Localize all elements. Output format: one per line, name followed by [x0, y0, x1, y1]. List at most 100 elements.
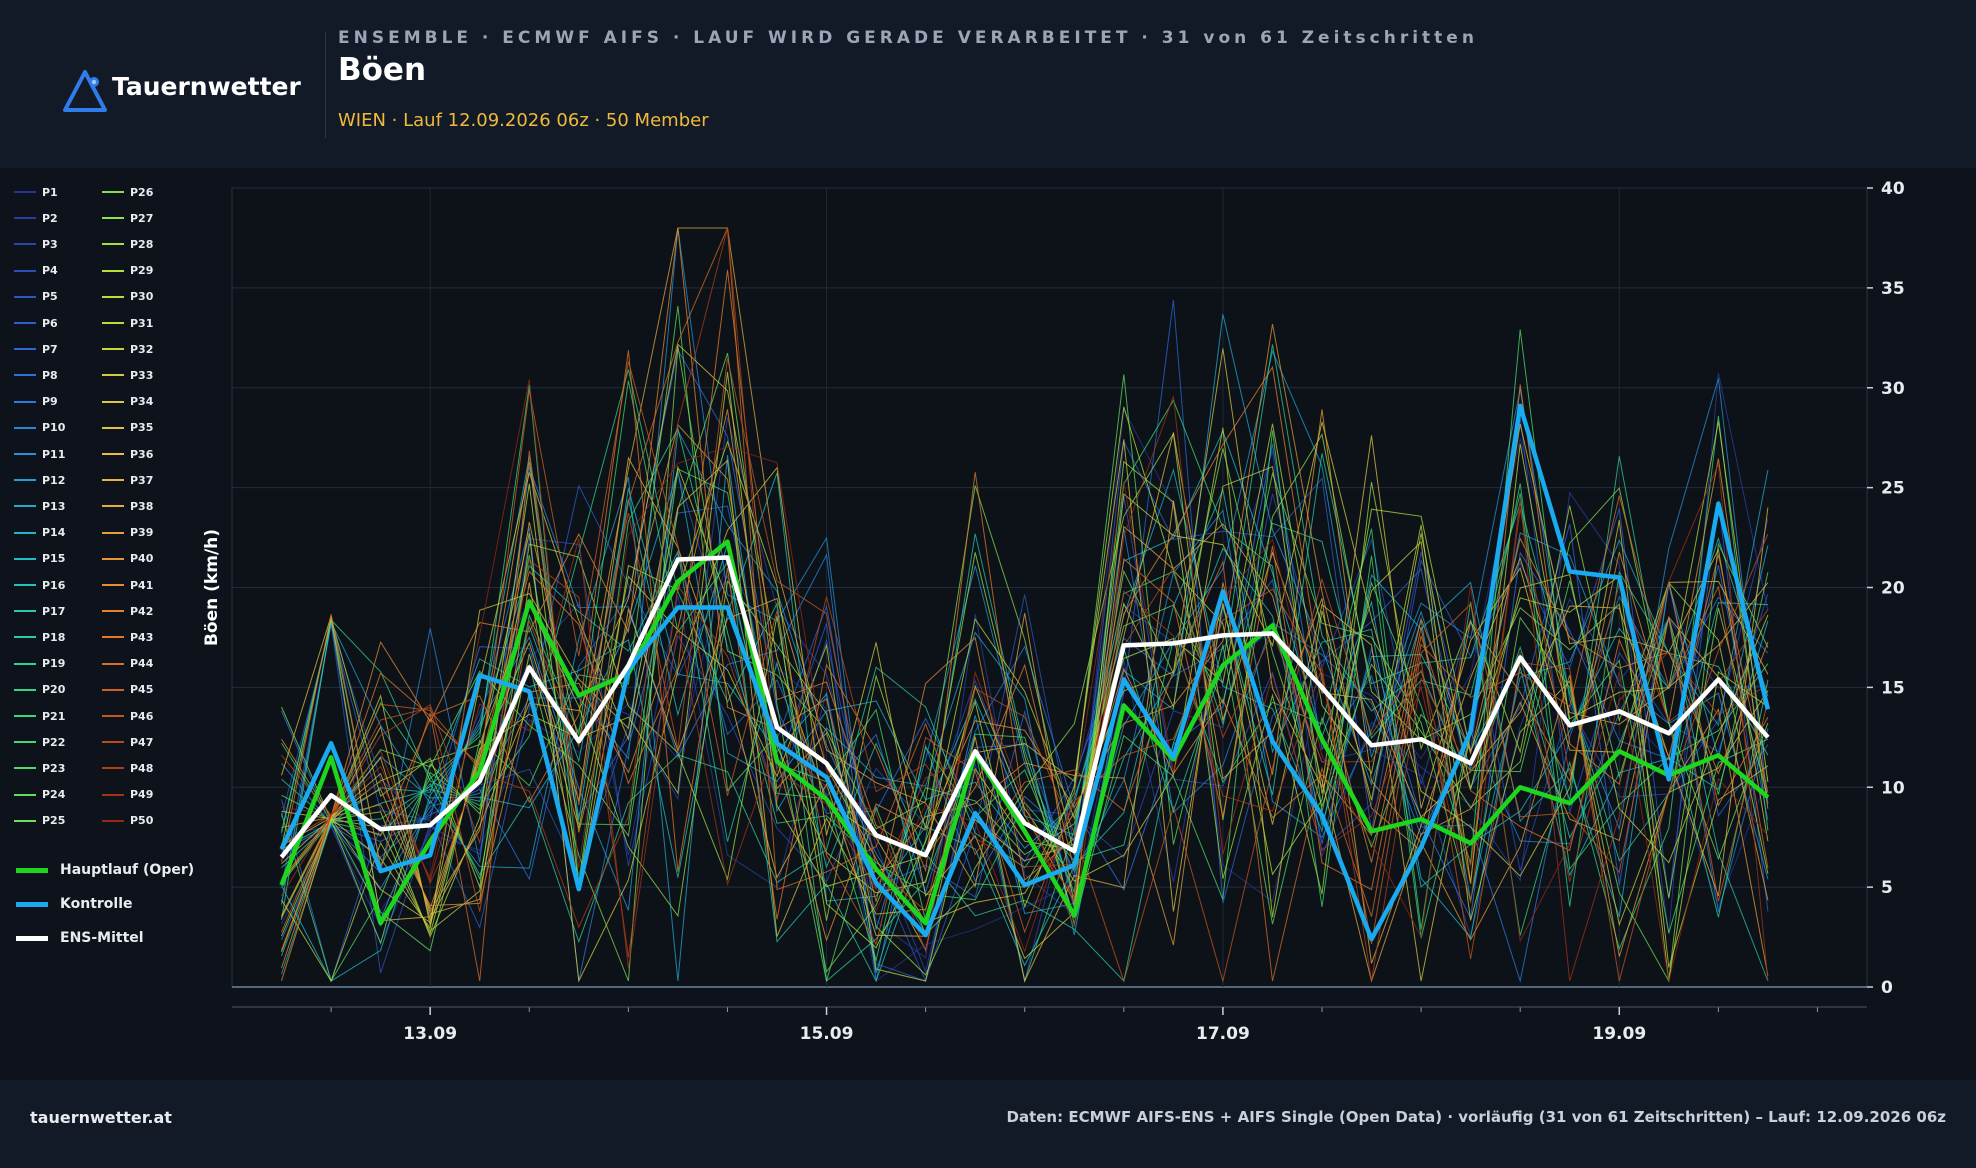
legend-item-member: P37 — [102, 472, 153, 488]
legend-item-member: P16 — [14, 577, 65, 593]
legend-label: P19 — [42, 657, 66, 671]
legend-swatch — [14, 426, 36, 429]
legend-item-member: P10 — [14, 420, 65, 436]
legend-swatch — [16, 935, 48, 941]
legend-item-member: P9 — [14, 394, 58, 410]
legend-label: P47 — [130, 735, 154, 749]
legend-label: P23 — [42, 761, 66, 775]
legend-label: P1 — [42, 185, 58, 199]
ensemble-member-line — [281, 500, 1769, 983]
legend-swatch — [102, 322, 124, 324]
legend-swatch — [102, 453, 124, 455]
footer-site-link[interactable]: tauernwetter.at — [30, 1108, 172, 1127]
legend-swatch — [102, 348, 124, 351]
legend-label: Hauptlauf (Oper) — [60, 862, 195, 878]
legend-label: P41 — [130, 578, 154, 592]
ensemble-member-line — [281, 227, 1769, 969]
legend-item-member: P21 — [14, 708, 65, 724]
ensemble-member-line — [281, 432, 1769, 937]
legend-swatch — [14, 584, 36, 586]
legend-swatch — [102, 243, 124, 246]
legend-label: P27 — [130, 211, 154, 225]
legend-item-member: P32 — [102, 341, 153, 357]
legend-label: P38 — [130, 499, 154, 513]
legend-label: P48 — [130, 761, 154, 775]
legend-label: P5 — [42, 290, 58, 304]
ensemble-member-line — [281, 396, 1769, 982]
legend-item-member: P23 — [14, 760, 65, 776]
legend-item-member: P14 — [14, 525, 65, 541]
legend-label: P34 — [130, 395, 154, 409]
ensemble-member-line — [281, 348, 1769, 920]
footer-source-note: Daten: ECMWF AIFS-ENS + AIFS Single (Ope… — [1006, 1108, 1947, 1126]
legend-label: P22 — [42, 735, 66, 749]
legend-label: P37 — [130, 473, 154, 487]
legend-label: P50 — [130, 814, 154, 828]
ensemble-member-line — [281, 352, 1769, 983]
legend-item-member: P48 — [102, 760, 153, 776]
legend-label: P39 — [130, 526, 154, 540]
ensemble-member-line — [281, 349, 1769, 934]
oper-run-line — [279, 539, 1770, 926]
legend-label: P11 — [42, 447, 66, 461]
legend-swatch — [14, 741, 36, 744]
legend-swatch — [102, 531, 124, 534]
legend-swatch — [14, 217, 36, 220]
legend-swatch — [102, 400, 124, 403]
legend-label: P13 — [42, 499, 66, 513]
legend-label: P6 — [42, 316, 58, 330]
ensemble-member-line — [281, 406, 1769, 982]
legend-label: P4 — [42, 264, 58, 278]
legend-item-member: P20 — [14, 682, 65, 698]
legend-swatch — [14, 453, 36, 455]
legend-swatch — [14, 269, 36, 272]
legend-swatch — [102, 217, 124, 220]
ensemble-member-line — [281, 269, 1769, 884]
legend-label: P28 — [130, 237, 154, 251]
y-tick-label: 20 — [1881, 579, 1905, 599]
ensemble-member-line — [281, 468, 1769, 975]
legend-item-member: P33 — [102, 367, 153, 383]
legend-item-member: P30 — [102, 289, 153, 305]
legend-label: P24 — [42, 788, 66, 802]
legend-swatch — [102, 426, 124, 429]
ensemble-member-line — [281, 329, 1769, 983]
legend-label: P29 — [130, 264, 154, 278]
legend-swatch — [14, 610, 36, 613]
legend-swatch — [14, 348, 36, 351]
legend-swatch — [102, 715, 124, 717]
legend-item-member: P47 — [102, 734, 153, 750]
legend-label: P15 — [42, 552, 66, 566]
legend-item-member: P17 — [14, 603, 65, 619]
legend-label: P17 — [42, 604, 66, 618]
legend-item-member: P15 — [14, 551, 65, 567]
legend-label: Kontrolle — [60, 896, 133, 912]
legend-swatch — [14, 636, 36, 639]
legend-swatch — [16, 901, 48, 907]
legend-item-member: P34 — [102, 394, 153, 410]
legend-item-member: P31 — [102, 315, 153, 331]
brand-logo[interactable] — [60, 66, 316, 116]
control-run-line — [279, 403, 1771, 942]
legend-label: P10 — [42, 421, 66, 435]
legend-swatch — [14, 767, 36, 770]
ensemble-member-line — [281, 371, 1769, 982]
y-tick-label: 35 — [1881, 279, 1905, 299]
header-superline: ENSEMBLE · ECMWF AIFS · LAUF WIRD GERADE… — [338, 28, 1478, 48]
page-subtitle: WIEN · Lauf 12.09.2026 06z · 50 Member — [338, 110, 709, 131]
ensemble-member-line — [281, 460, 1769, 921]
legend-item-member: P41 — [102, 577, 153, 593]
legend-item-member: P22 — [14, 734, 65, 750]
legend-swatch — [102, 793, 124, 796]
legend-swatch — [14, 400, 36, 403]
legend-item-member: P25 — [14, 813, 65, 829]
ensemble-member-line — [281, 299, 1769, 983]
footer-bar: tauernwetter.at Daten: ECMWF AIFS-ENS + … — [0, 1080, 1976, 1168]
y-tick-label: 25 — [1881, 479, 1905, 499]
legend-label: P36 — [130, 447, 154, 461]
legend-item-member: P40 — [102, 551, 153, 567]
legend-item-member: P46 — [102, 708, 153, 724]
legend-item-member: P36 — [102, 446, 153, 462]
ensemble-member-line — [281, 423, 1769, 982]
legend-swatch — [102, 584, 124, 586]
